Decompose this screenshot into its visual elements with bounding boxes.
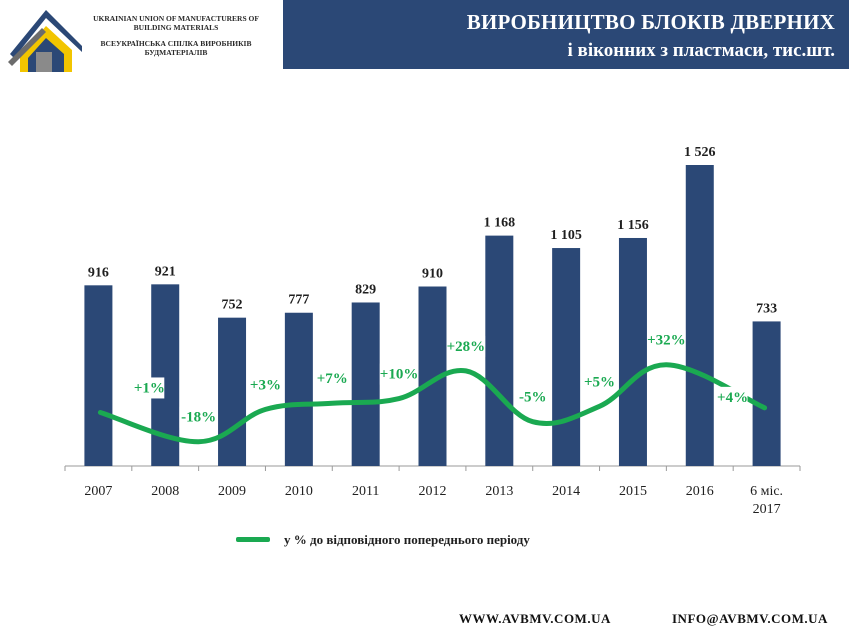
- growth-label: +4%: [717, 390, 748, 406]
- bar: [218, 317, 247, 466]
- growth-label-bg: [179, 406, 218, 428]
- house-logo-icon: [8, 10, 82, 72]
- category-label: 2017: [753, 502, 781, 517]
- category-label: 2016: [686, 484, 714, 499]
- growth-label: +7%: [317, 371, 348, 387]
- bar-value-label: 1 168: [484, 216, 516, 231]
- bar-value-label: 829: [355, 282, 376, 297]
- bar-value-label: 1 156: [617, 218, 649, 233]
- category-label: 2013: [485, 484, 513, 499]
- growth-label-bg: [317, 368, 348, 390]
- bar: [485, 235, 514, 466]
- growth-label: +5%: [584, 374, 615, 390]
- bar-value-label: 916: [88, 265, 109, 280]
- category-label: 2011: [352, 484, 379, 499]
- bar: [84, 285, 113, 466]
- bar: [685, 165, 714, 466]
- growth-line: [97, 362, 768, 445]
- bar-value-label: 1 105: [550, 228, 582, 243]
- category-label: 2009: [218, 484, 246, 499]
- growth-label-bg: [446, 335, 486, 357]
- bar: [618, 237, 647, 466]
- bar-value-label: 921: [155, 264, 176, 279]
- growth-label: +10%: [380, 367, 419, 383]
- bar-value-label: 733: [756, 301, 777, 316]
- category-label: 6 міс.: [750, 484, 783, 499]
- growth-label-bg: [584, 371, 615, 393]
- bar-value-label: 752: [222, 298, 243, 313]
- growth-label: +32%: [647, 333, 686, 349]
- org-name-ua: ВСЕУКРАЇНСЬКА СПІЛКА ВИРОБНИКІВ БУДМАТЕР…: [100, 39, 252, 57]
- bar: [284, 312, 313, 466]
- category-label: 2010: [285, 484, 313, 499]
- chart-subtitle: і віконних з пластмаси, тис.шт.: [567, 40, 835, 61]
- growth-label-bg: [647, 329, 686, 351]
- bar-value-label: 1 526: [684, 145, 716, 160]
- growth-label: +1%: [134, 380, 165, 396]
- category-label: 2008: [151, 484, 179, 499]
- category-label: 2007: [84, 484, 112, 499]
- bar: [351, 302, 380, 466]
- growth-label-bg: [517, 386, 548, 408]
- org-name-en: UKRAINIAN UNION OF MANUFACTURERS OF BUIL…: [93, 14, 259, 32]
- bar-value-label: 910: [422, 267, 443, 282]
- category-label: 2014: [552, 484, 580, 499]
- footer-email-link[interactable]: INFO@AVBMV.COM.UA: [672, 611, 828, 626]
- title-banner: ВИРОБНИЦТВО БЛОКІВ ДВЕРНИХ і віконних з …: [283, 0, 849, 69]
- growth-label-bg: [717, 386, 748, 408]
- bar: [752, 321, 781, 466]
- growth-label-bg: [250, 374, 281, 396]
- chart-title: ВИРОБНИЦТВО БЛОКІВ ДВЕРНИХ: [466, 10, 835, 34]
- growth-label: +28%: [447, 339, 486, 355]
- legend-label: у % до відповідного попереднього періоду: [284, 532, 530, 547]
- footer-website-link[interactable]: WWW.AVBMV.COM.UA: [459, 611, 611, 626]
- growth-label: +3%: [250, 377, 281, 393]
- legend-line-swatch: [236, 537, 270, 542]
- growth-label-bg: [379, 363, 419, 385]
- growth-label: -5%: [519, 390, 547, 406]
- category-label: 2012: [419, 484, 447, 499]
- category-label: 2015: [619, 484, 647, 499]
- growth-label: -18%: [181, 410, 216, 426]
- growth-label-bg: [134, 377, 165, 399]
- bar-value-label: 777: [288, 293, 309, 308]
- bar: [552, 248, 581, 466]
